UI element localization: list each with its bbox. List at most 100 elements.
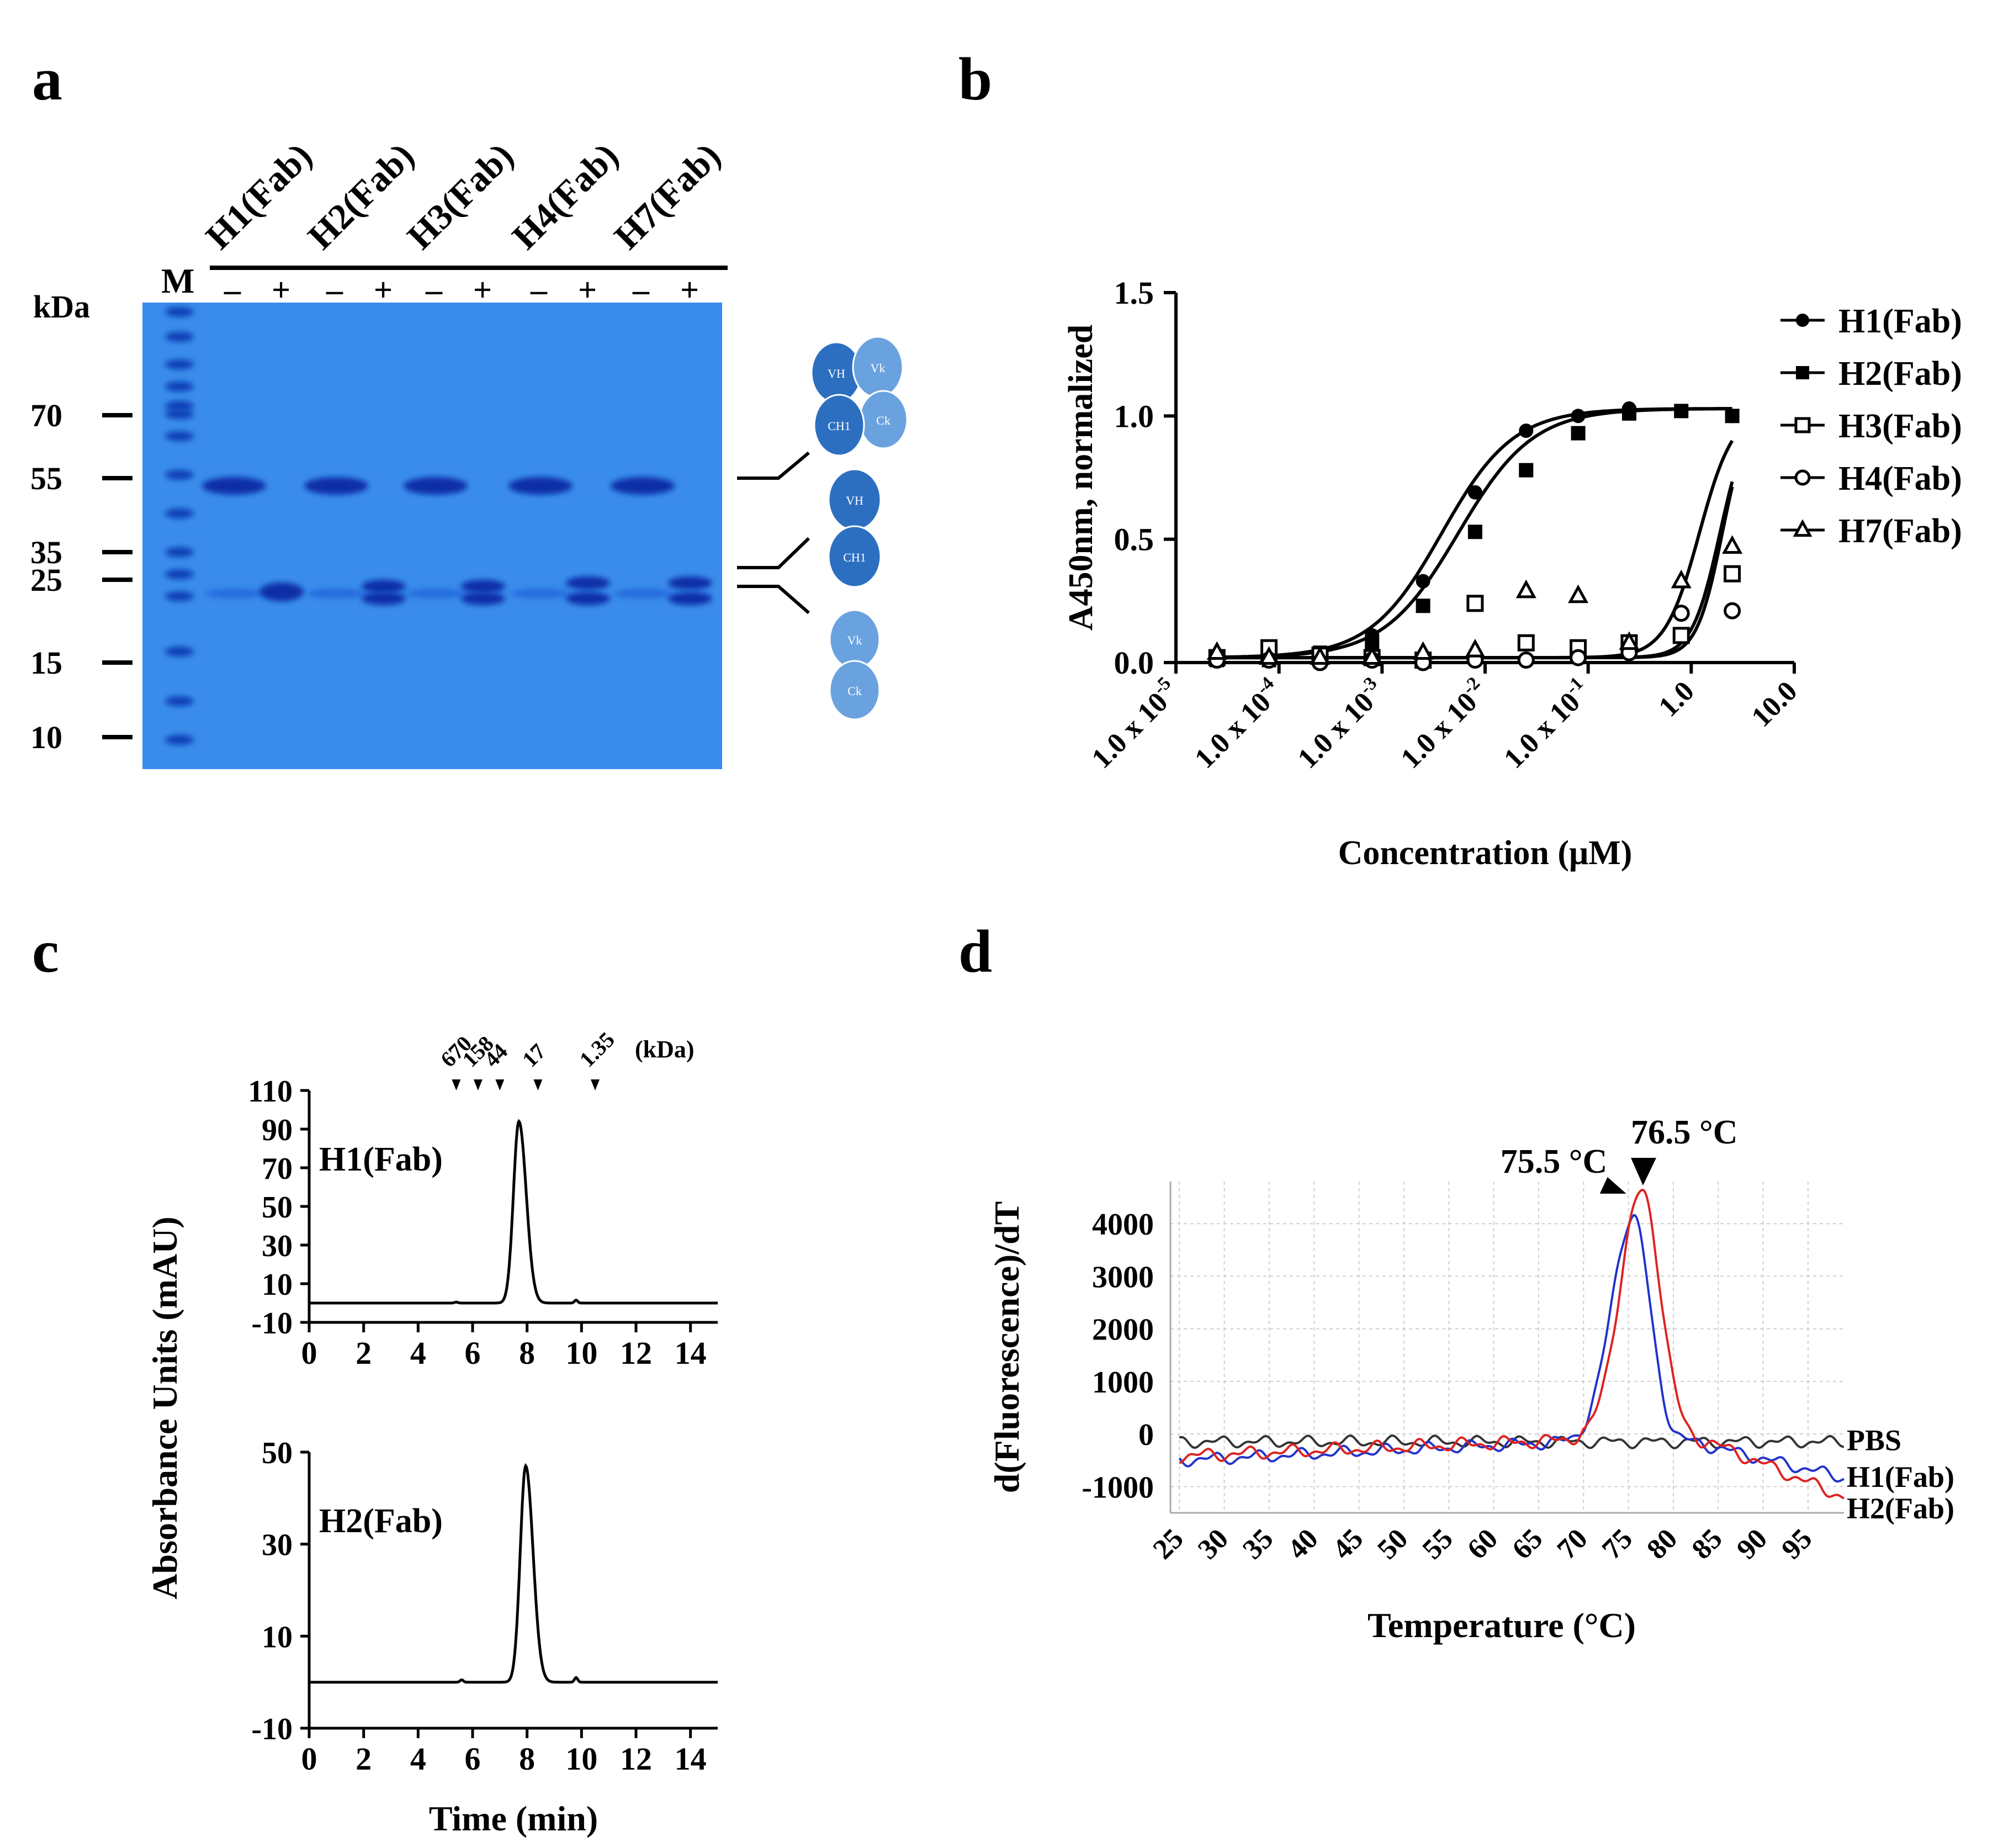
y-tick-label: 3000: [1092, 1260, 1154, 1294]
x-tick-label: 1.0 x 10-3: [1290, 673, 1391, 775]
marker-lane-band: [165, 401, 194, 411]
reduced-sign: +: [680, 272, 699, 308]
marker-lane-band: [165, 509, 194, 518]
data-point: [1206, 641, 1227, 660]
x-tick-label: 75: [1596, 1523, 1639, 1565]
panel-label-c: c: [32, 918, 59, 985]
mw-label: 1.35: [575, 1027, 619, 1072]
data-point: [1519, 423, 1534, 438]
x-tick-label: 12: [620, 1741, 652, 1777]
data-point: [1361, 646, 1382, 665]
x-tick-label: 8: [519, 1741, 535, 1777]
lane-group-label: H4(Fab): [505, 135, 626, 257]
x-tick-label: 4: [410, 1741, 426, 1777]
marker-size-label: 10: [30, 719, 62, 755]
x-tick-label: 1.0 x 10-1: [1496, 673, 1597, 775]
marker-size-label: 35: [30, 534, 62, 570]
legend-marker: [1794, 417, 1811, 433]
y-tick-label: 2000: [1092, 1313, 1154, 1347]
lane-group-label: H1(Fab): [198, 135, 320, 257]
series-label-pbs: PBS: [1847, 1423, 1901, 1457]
legend-label: H2(Fab): [1838, 355, 1962, 393]
marker-size-label: 25: [30, 562, 62, 598]
fab-band: [508, 477, 573, 495]
data-point: [1467, 485, 1482, 500]
x-tick-label: 1.0 x 10-5: [1083, 673, 1185, 775]
tm-arrow-h2: [1631, 1158, 1656, 1186]
light-chain-band: [668, 592, 712, 605]
fit-curve-h2fab: [1217, 407, 1732, 659]
light-chain-band: [461, 592, 505, 605]
x-tick-mantissa: 1.0 x 10: [1086, 686, 1174, 775]
y-axis-title: A450nm, normalized: [1062, 325, 1100, 631]
x-tick-label: 70: [1551, 1523, 1594, 1565]
data-point: [1672, 605, 1690, 622]
x-tick-label: 95: [1776, 1523, 1818, 1565]
y-tick-label: -10: [251, 1712, 293, 1746]
fab-ch1-domain-label: CH1: [828, 419, 851, 433]
marker-size-label: 15: [30, 645, 62, 681]
chromatogram-label: H2(Fab): [319, 1502, 443, 1540]
fit-curve-h7fab: [1217, 440, 1734, 660]
y-tick-label: 1.5: [1114, 275, 1154, 311]
y-tick-label: 70: [262, 1152, 293, 1186]
x-tick-mantissa: 10.0: [1746, 675, 1804, 733]
faint-band: [407, 589, 464, 599]
lane-group-label: H2(Fab): [300, 135, 422, 257]
light-ck-domain: [829, 660, 881, 721]
heavy-vh-domain-label: VH: [846, 494, 863, 507]
faint-band: [205, 589, 263, 599]
data-point: [1725, 409, 1740, 423]
legend-label: H4(Fab): [1838, 460, 1962, 497]
fab-vh-domain-label: VH: [828, 367, 845, 380]
data-point: [1310, 646, 1331, 665]
x-tick-label: 35: [1237, 1523, 1279, 1565]
x-tick-mantissa: 1.0 x 10: [1292, 686, 1380, 775]
y-tick-label: 110: [248, 1074, 293, 1109]
x-tick-label: 10.0: [1746, 675, 1804, 733]
light-chain-connector-line: [737, 585, 810, 615]
marker-lane-band: [165, 307, 194, 317]
heavy-ch1-domain: [828, 525, 882, 588]
panel-label-a: a: [32, 45, 62, 113]
panel-label-d: d: [958, 918, 992, 985]
light-vk-domain-label: Vk: [847, 633, 862, 647]
fab-band: [404, 477, 468, 495]
data-point: [1571, 409, 1586, 423]
data-point: [1515, 579, 1536, 599]
y-tick-label: 0: [1138, 1418, 1154, 1452]
reduced-sign: +: [473, 272, 492, 308]
x-tick-label: 12: [620, 1335, 652, 1371]
x-axis-title: Concentration (μM): [1338, 834, 1633, 872]
marker-lane-band: [165, 735, 194, 745]
x-tick-label: 1.0: [1653, 675, 1700, 723]
data-point: [1724, 602, 1741, 619]
y-tick-label: 0.5: [1114, 522, 1154, 558]
tm-label-h2: 76.5 °C: [1631, 1114, 1738, 1151]
marker-lane-band: [165, 569, 194, 579]
legend-label: H1(Fab): [1838, 303, 1962, 340]
tm-arrow-h1: [1599, 1177, 1626, 1194]
x-tick-label: 6: [465, 1335, 481, 1371]
nonreduced-sign: –: [632, 272, 650, 308]
x-tick-label: 8: [519, 1335, 535, 1371]
fit-curve-h4fab: [1217, 486, 1734, 660]
marker-size-label: 55: [30, 460, 62, 496]
chromatogram-trace: [309, 1119, 718, 1305]
x-tick-label: 60: [1461, 1523, 1504, 1565]
marker-lane-band: [165, 547, 194, 557]
reduced-sign: +: [272, 272, 290, 308]
y-tick-label: 1000: [1092, 1365, 1154, 1400]
x-tick-label: 14: [675, 1335, 707, 1371]
x-axis-title: Time (min): [429, 1799, 598, 1838]
y-tick-label: 30: [262, 1229, 293, 1263]
x-tick-label: 30: [1192, 1523, 1234, 1565]
melt-trace-h2fab: [1179, 1189, 1845, 1500]
faint-band: [614, 589, 671, 599]
marker-lane-band: [165, 431, 194, 441]
heavy-chain-band: [566, 576, 610, 590]
fab-ch1-domain: [813, 394, 865, 457]
heavy-chain-band: [668, 576, 712, 590]
marker-lane-band: [165, 696, 194, 706]
